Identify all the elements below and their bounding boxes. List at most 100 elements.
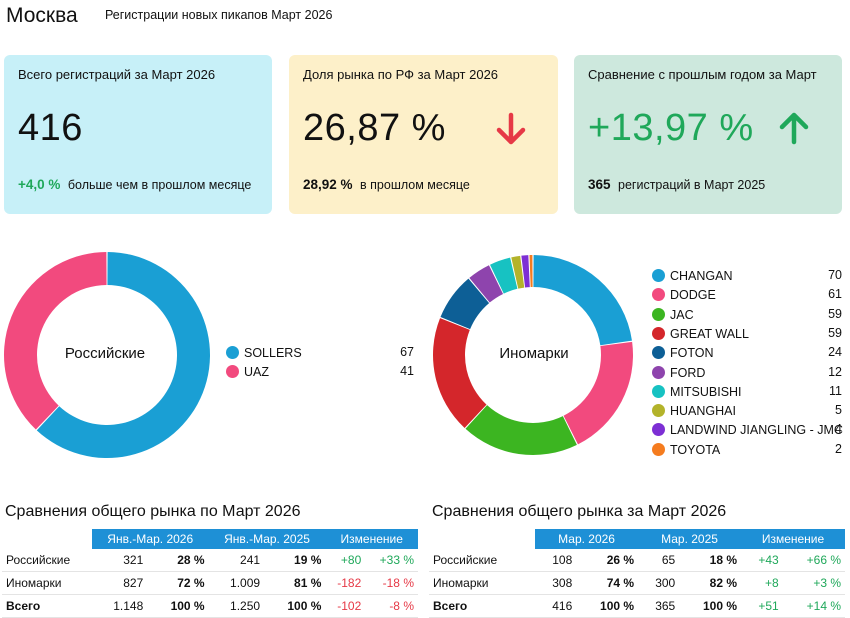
donut-slice-uaz[interactable] [3, 252, 107, 430]
legend-value: 59 [828, 306, 842, 321]
legend-swatch [652, 423, 665, 437]
table-row: Российские 321 28 % 241 19 % +80 +33 % [2, 549, 418, 572]
legend-label: FOTON [670, 346, 714, 361]
legend-value: 11 [829, 383, 842, 398]
donut-slice-ford[interactable] [469, 265, 504, 303]
donut-slice-jac[interactable] [465, 405, 577, 455]
table-cell: 827 [91, 571, 148, 595]
card-value: 26,87 % [303, 107, 446, 149]
table-cell: -102 [325, 594, 366, 618]
table-cell: -8 % [365, 594, 418, 618]
card-value: +13,97 % [588, 107, 754, 149]
table-row: Всего 1.148 100 % 1.250 100 % -102 -8 % [2, 594, 418, 618]
card-delta: 28,92 % [303, 177, 353, 192]
table-cell: 72 % [147, 571, 209, 595]
table-row: Иномарки 827 72 % 1.009 81 % -182 -18 % [2, 571, 418, 595]
table-row: Иномарки 308 74 % 300 82 % +8 +3 % [429, 571, 845, 595]
legend-swatch [226, 365, 239, 378]
legend-label: JAC [670, 307, 694, 322]
legend-item[interactable]: TOYOTA [652, 442, 720, 458]
card-footer: +4,0 % больше чем в прошлом месяце [18, 177, 251, 192]
table-cell: 81 % [264, 571, 326, 595]
donut-slice-changan[interactable] [533, 255, 632, 346]
donut-slice-great-wall[interactable] [433, 318, 487, 428]
card-label: Доля рынка по РФ за Март 2026 [303, 67, 499, 82]
table-header-empty [2, 529, 92, 549]
card-value: 416 [18, 107, 83, 149]
legend-item[interactable]: CHANGAN [652, 268, 733, 284]
donut-center-label: Иномарки [499, 345, 569, 362]
card-total-registrations: Всего регистраций за Март 2026 416 +4,0 … [4, 55, 272, 214]
card-delta: +4,0 % [18, 177, 61, 192]
table-cell: Иномарки [2, 571, 92, 595]
table-cell: +43 [741, 549, 783, 572]
legend-value: 24 [828, 345, 842, 360]
card-delta-text: регистраций в Март 2025 [618, 178, 766, 192]
table-header: Мар. 2025 [638, 529, 741, 549]
donut-slice-foton[interactable] [440, 278, 490, 330]
legend-swatch [652, 326, 665, 340]
legend-item[interactable]: LANDWIND JIANGLING - JMC [652, 422, 843, 438]
table-header-empty [429, 529, 536, 549]
table-cell: 416 [535, 594, 577, 618]
legend-value: 41 [400, 364, 414, 378]
table-cell: 365 [638, 594, 680, 618]
table-cell: Российские [2, 549, 92, 572]
table-cell: 100 % [264, 594, 326, 618]
donut-slice-toyota[interactable] [529, 255, 533, 288]
legend-item[interactable]: GREAT WALL [652, 326, 749, 342]
table-cell: +66 % [782, 549, 845, 572]
table-cell: -18 % [365, 571, 418, 595]
table-title: Сравнения общего рынка по Март 2026 [5, 503, 301, 520]
table-title: Сравнения общего рынка за Март 2026 [432, 503, 727, 520]
legend-item[interactable]: UAZ [226, 364, 269, 380]
donut-slice-sollers[interactable] [36, 252, 211, 458]
legend-swatch [226, 346, 239, 359]
legend-label: FORD [670, 365, 706, 380]
legend-label: TOYOTA [670, 442, 721, 457]
table-cell: +8 [741, 571, 783, 595]
card-footer: 28,92 % в прошлом месяце [303, 177, 470, 192]
legend-item[interactable]: FOTON [652, 345, 714, 361]
table-cell: 28 % [147, 549, 209, 572]
card-market-share: Доля рынка по РФ за Март 2026 26,87 % 28… [289, 55, 558, 214]
legend-item[interactable]: HUANGHAI [652, 403, 736, 419]
table-cell: 19 % [264, 549, 326, 572]
legend-item[interactable]: SOLLERS [226, 345, 302, 361]
table-cell: +51 [741, 594, 783, 618]
legend-label: CHANGAN [670, 269, 733, 283]
legend-item[interactable]: JAC [652, 307, 694, 323]
donut-chart-foreign [433, 255, 633, 455]
table-cell: 1.148 [91, 594, 148, 618]
legend-label: DODGE [670, 288, 716, 303]
table-cell: Всего [429, 594, 536, 618]
arrow-down-icon [496, 112, 526, 145]
card-delta-text: в прошлом месяце [360, 178, 470, 192]
legend-swatch [652, 442, 665, 456]
table-cell: +33 % [365, 549, 418, 572]
donut-slice-huanghai[interactable] [511, 255, 525, 289]
donut-slice-dodge[interactable] [563, 341, 633, 445]
legend-label: GREAT WALL [670, 326, 749, 341]
table-cell: +3 % [782, 571, 845, 595]
legend-item[interactable]: FORD [652, 365, 705, 381]
legend-label: UAZ [244, 365, 269, 379]
legend-item[interactable]: MITSUBISHI [652, 384, 742, 400]
table-cell: +14 % [782, 594, 845, 618]
legend-value: 2 [835, 441, 842, 456]
donut-slice-landwind-jiangling-jmc[interactable] [521, 255, 530, 288]
table-cell: 1.009 [208, 571, 265, 595]
legend-swatch [652, 288, 665, 302]
donut-slice-mitsubishi[interactable] [490, 257, 518, 294]
card-label: Всего регистраций за Март 2026 [18, 67, 216, 82]
legend-value: 61 [828, 287, 842, 302]
legend-swatch [652, 307, 665, 321]
legend-item[interactable]: DODGE [652, 287, 716, 303]
legend-swatch [652, 365, 665, 379]
table-cell: Иномарки [429, 571, 536, 595]
table-cell: 65 [638, 549, 680, 572]
comparison-table-month: Мар. 2026 Мар. 2025 Изменение Российские 108… [429, 529, 845, 618]
legend-value: 59 [828, 325, 842, 340]
table-header: Янв.-Мар. 2026 [91, 529, 209, 549]
table-header: Янв.-Мар. 2025 [208, 529, 326, 549]
